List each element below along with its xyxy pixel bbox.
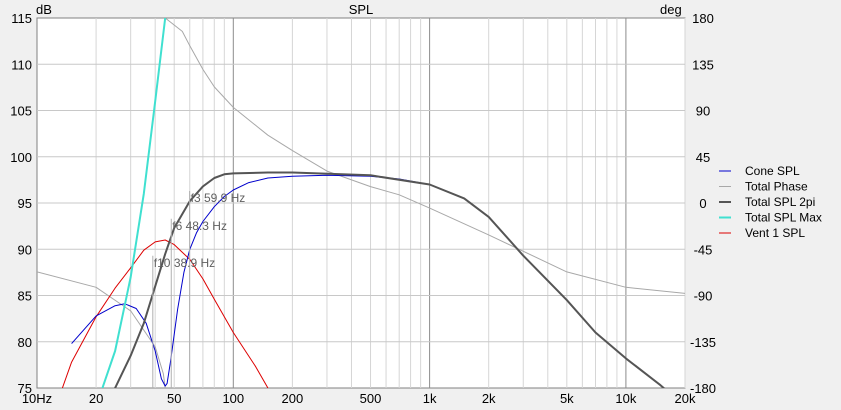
y2-tick-label: 135: [692, 57, 714, 72]
x-tick-label: 20k: [675, 391, 696, 405]
y-tick-label: 110: [11, 57, 32, 72]
legend-label: Total SPL Max: [745, 211, 822, 225]
y-tick-label: 115: [11, 11, 32, 26]
y2-tick-label: 0: [699, 196, 706, 211]
y2-tick-label: 180: [692, 11, 714, 26]
legend-label: Vent 1 SPL: [745, 226, 805, 240]
y2-tick-label: -45: [694, 242, 713, 257]
y2-tick-label: -135: [690, 335, 716, 350]
x-tick-label: 100: [222, 391, 244, 405]
annotation-label: f6 48.3 Hz: [172, 219, 227, 233]
y2-tick-label: 45: [696, 150, 710, 165]
x-tick-label: 500: [360, 391, 382, 405]
y-tick-label: 90: [18, 242, 32, 257]
legend-label: Cone SPL: [745, 164, 800, 178]
y-tick-label: 75: [18, 381, 32, 396]
series-total-phase: [37, 18, 685, 388]
x-tick-label: 5k: [560, 391, 574, 405]
y-tick-label: 85: [18, 289, 32, 304]
x-tick-label: 2k: [482, 391, 496, 405]
x-tick-label: 1k: [423, 391, 437, 405]
y2-tick-label: -90: [694, 289, 713, 304]
series-total-spl-max: [101, 18, 167, 388]
x-tick-label: 10Hz: [22, 391, 52, 405]
x-tick-label: 200: [282, 391, 304, 405]
chart-title: SPL: [349, 2, 374, 17]
grid: [37, 18, 686, 388]
series-cone-spl: [71, 174, 430, 387]
y2-tick-label: -180: [690, 381, 716, 396]
legend-label: Total SPL 2pi: [745, 195, 815, 209]
x-tick-label: 20: [89, 391, 103, 405]
y-tick-label: 105: [10, 104, 32, 119]
y-tick-label: 100: [10, 150, 32, 165]
series-total-spl-max-top: [188, 10, 199, 13]
annotation-label: f10 38.9 Hz: [154, 256, 215, 270]
y-tick-label: 95: [18, 196, 32, 211]
right-axis-unit: deg: [660, 2, 682, 17]
legend-label: Total Phase: [745, 180, 808, 194]
y2-tick-label: 90: [696, 104, 710, 119]
x-tick-label: 50: [167, 391, 181, 405]
annotation-label: f3 59.9 Hz: [191, 191, 246, 205]
axes: 10Hz 20 50 100 200 500 1k 2k 5k 10k 20k 75 80 85 90 95 1…: [10, 11, 716, 406]
left-axis-unit: dB: [36, 2, 52, 17]
annotations: f3 59.9 Hz f6 48.3 Hz f10 38.9 Hz: [152, 191, 246, 388]
x-tick-label: 10k: [615, 391, 636, 405]
y-tick-label: 80: [18, 335, 32, 350]
